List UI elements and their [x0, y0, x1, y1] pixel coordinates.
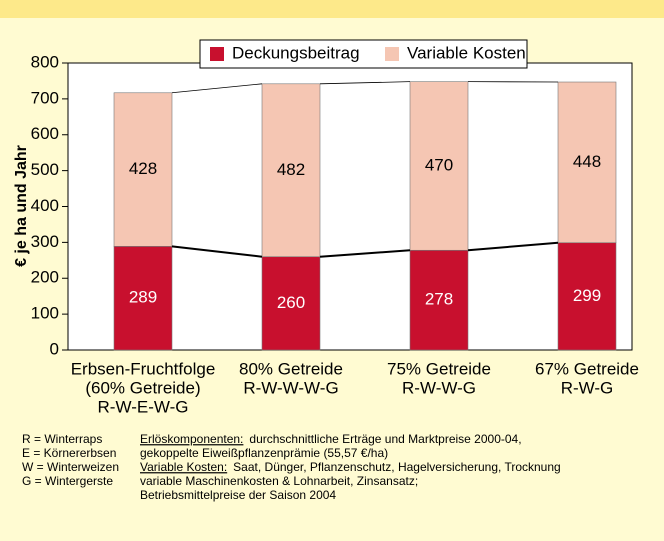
data-label: 260: [277, 293, 305, 312]
bar-segment: [113, 246, 173, 351]
top-band: [0, 0, 664, 18]
legend-label: Deckungsbeitrag: [232, 43, 360, 62]
y-tick-label: 700: [31, 88, 59, 107]
data-label: 299: [573, 286, 601, 305]
data-label: 289: [129, 288, 157, 307]
data-label: 428: [129, 159, 157, 178]
bar-segment: [557, 81, 617, 244]
footnote-line: gekoppelte Eiweißpflanzenprämie (55,57 €…: [140, 446, 388, 460]
y-tick-label: 500: [31, 160, 59, 179]
bar-segment: [261, 83, 321, 258]
data-label: 482: [277, 160, 305, 179]
bar-segment: [409, 249, 469, 351]
y-tick-label: 800: [31, 52, 59, 71]
legend-swatch: [385, 47, 399, 61]
bar-segment: [557, 242, 617, 351]
connector-line: [319, 249, 411, 258]
x-tick-label: R-W-W-W-G: [243, 378, 338, 397]
legend-label: Variable Kosten: [407, 43, 526, 62]
x-tick-label: 67% Getreide: [535, 359, 639, 378]
connector-line: [467, 241, 559, 252]
x-tick-label: Erbsen-Fruchtfolge: [71, 359, 216, 378]
footnote-line: variable Maschinenkosten & Lohnarbeit, Z…: [140, 474, 418, 488]
y-tick-label: 600: [31, 124, 59, 143]
legend-swatch: [210, 47, 224, 61]
x-tick-label: (60% Getreide): [85, 378, 200, 397]
footnote-line: Betriebsmittelpreise der Saison 2004: [140, 488, 336, 502]
y-axis-label: € je ha und Jahr: [13, 145, 30, 267]
footnote-abbreviation: E = Körnererbsen: [22, 446, 116, 460]
legend-box: [199, 39, 528, 69]
footnote-abbreviation: R = Winterraps: [22, 432, 102, 446]
y-tick-label: 200: [31, 268, 59, 287]
y-tick-label: 100: [31, 304, 59, 323]
data-label: 470: [425, 155, 453, 174]
data-label: 278: [425, 290, 453, 309]
footnote-line: Saat, Dünger, Pflanzenschutz, Hagelversi…: [233, 460, 561, 474]
x-tick-label: 75% Getreide: [387, 359, 491, 378]
connector-line: [171, 83, 263, 94]
footnote-line: durchschnittliche Erträge und Marktpreis…: [249, 432, 521, 446]
connector-line: [171, 245, 263, 258]
bar-segment: [113, 92, 173, 247]
footnote-heading: Variable Kosten:: [140, 460, 227, 474]
x-tick-label: R-W-W-G: [402, 378, 476, 397]
y-tick-label: 400: [31, 196, 59, 215]
x-tick-label: R-W-G: [561, 378, 614, 397]
y-tick-label: 300: [31, 232, 59, 251]
footnote-abbreviation: G = Wintergerste: [22, 474, 113, 488]
data-label: 448: [573, 152, 601, 171]
footnote-heading: Erlöskomponenten:: [140, 432, 243, 446]
bar-segment: [409, 81, 469, 251]
y-tick-label: 0: [50, 339, 59, 358]
x-tick-label: R-W-E-W-G: [98, 397, 189, 416]
footnote-abbreviation: W = Winterweizen: [22, 460, 119, 474]
connector-line: [319, 81, 411, 85]
x-tick-label: 80% Getreide: [239, 359, 343, 378]
